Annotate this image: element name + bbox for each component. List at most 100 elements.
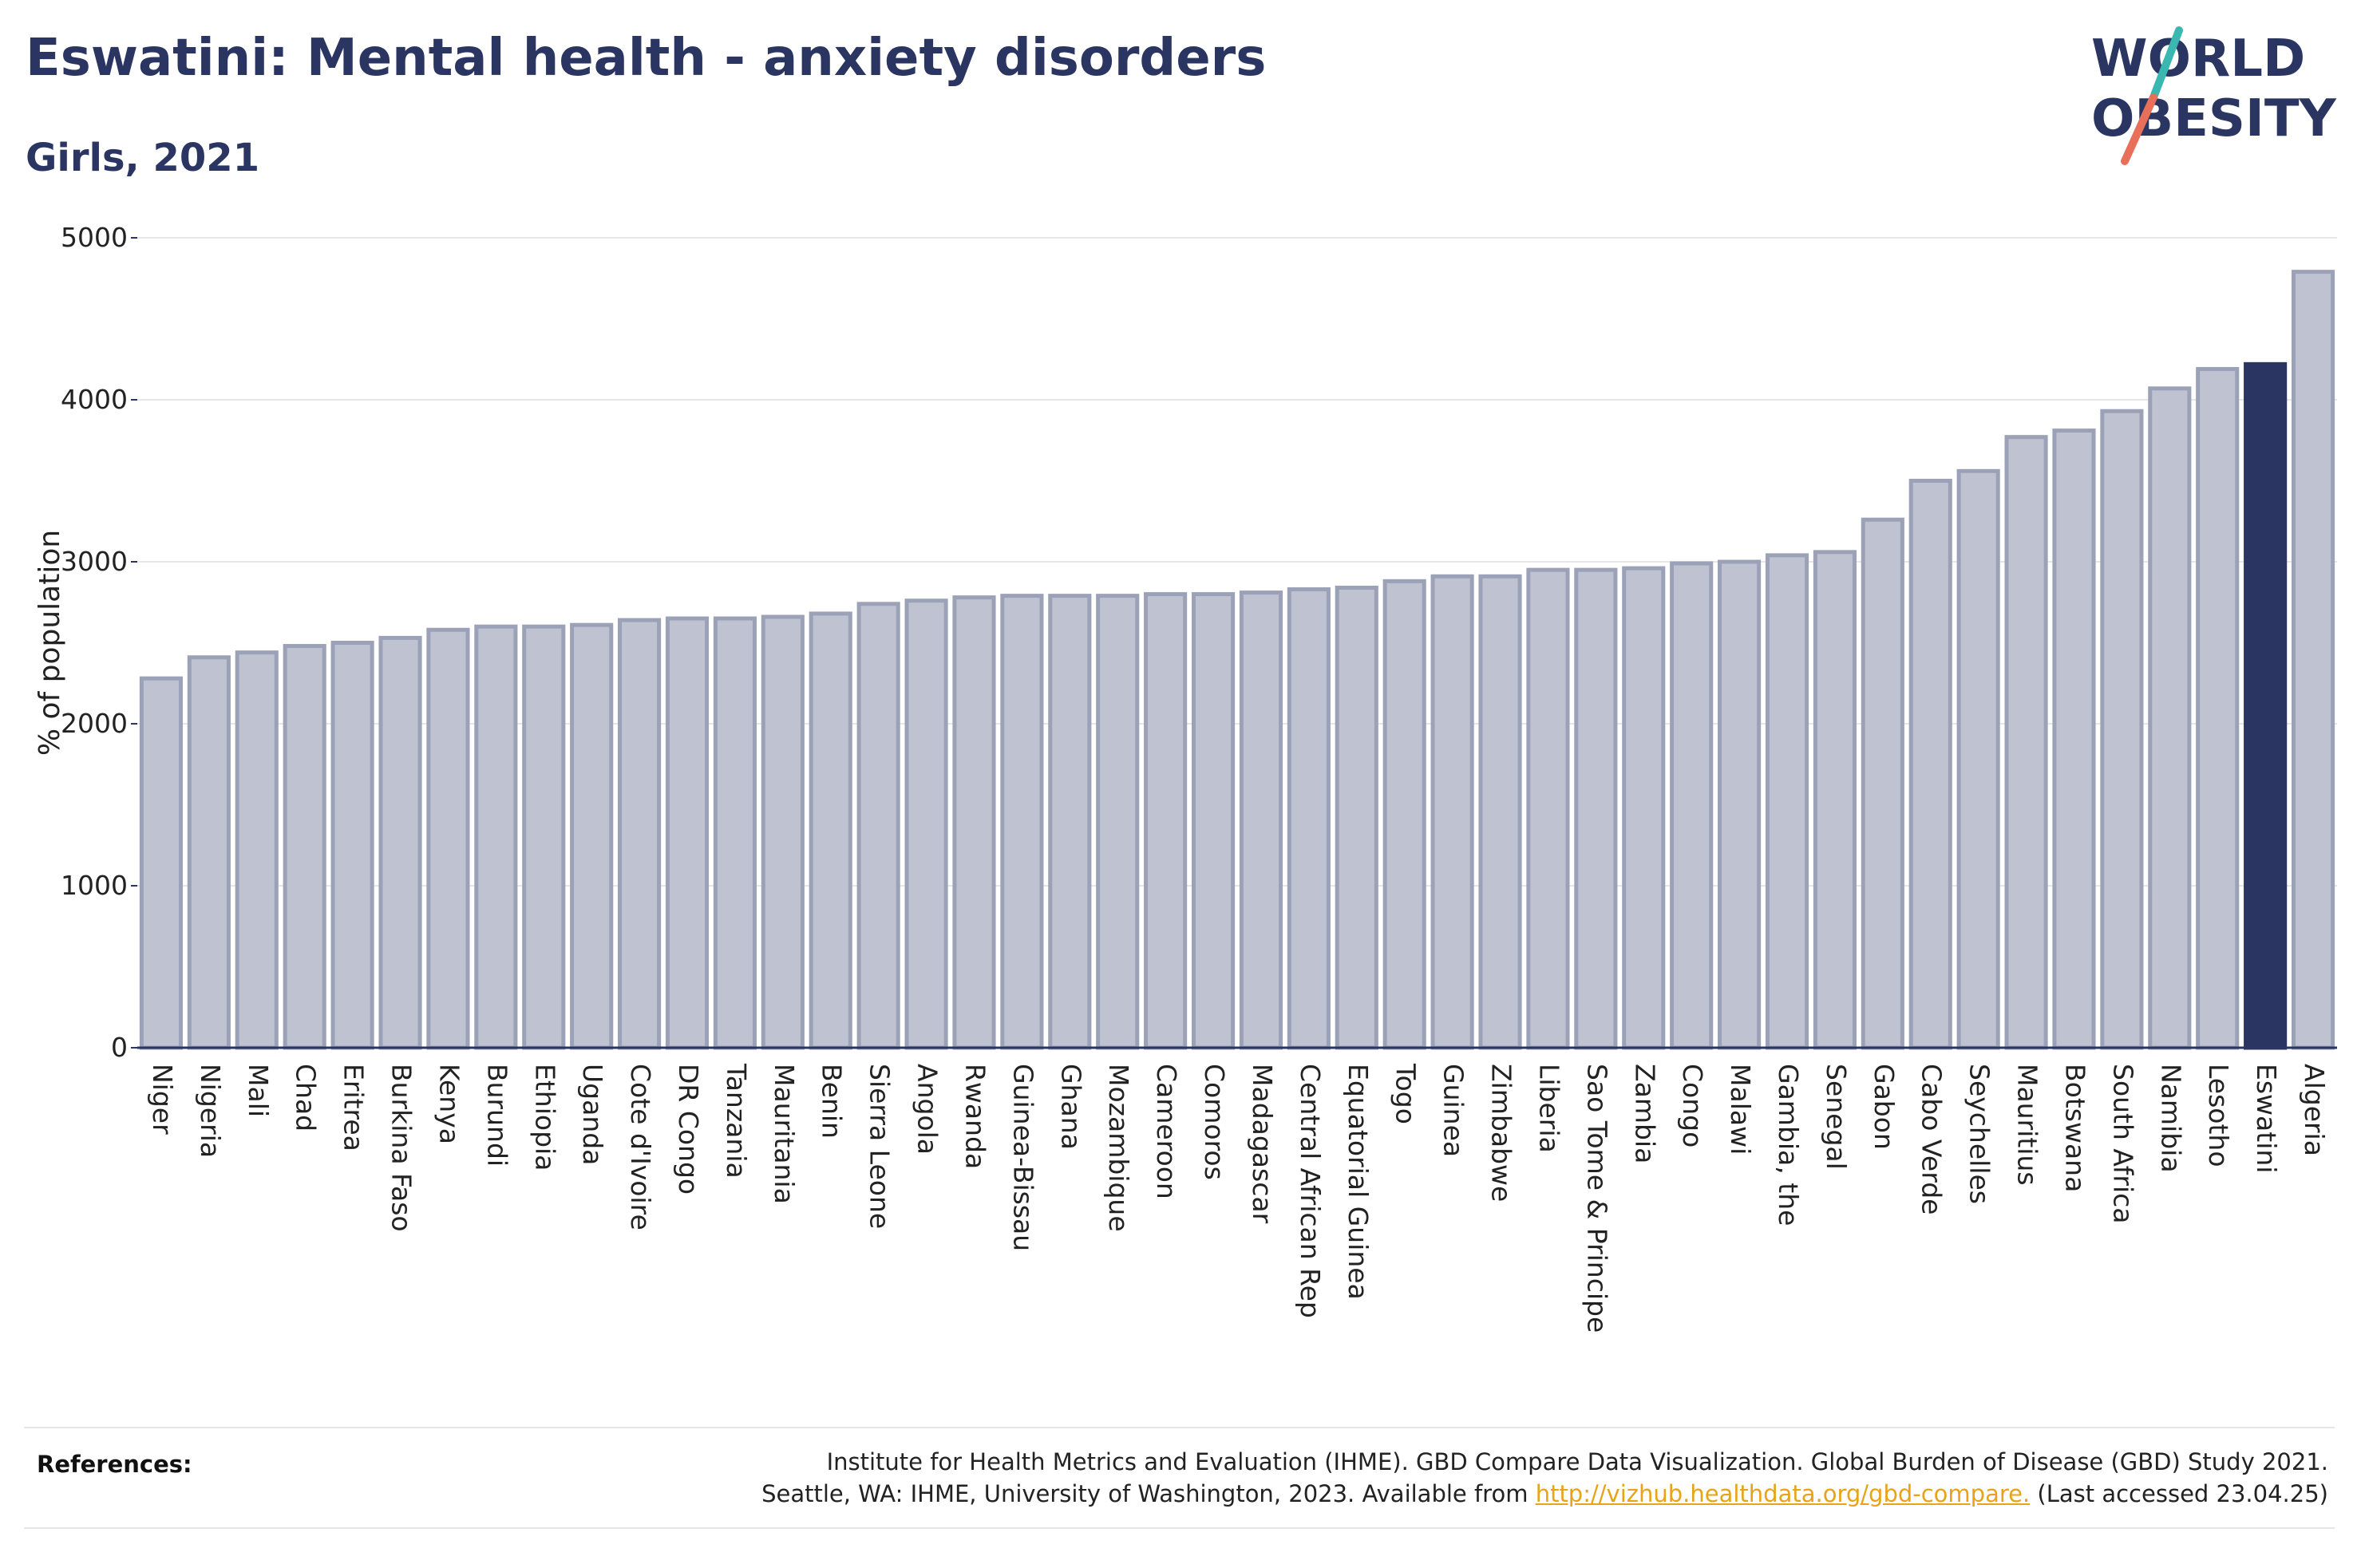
world-obesity-logo: WORLD OBESITY bbox=[2091, 26, 2336, 165]
x-tick-label-central-african-rep: Central African Rep bbox=[1295, 1064, 1326, 1318]
x-tick-label-nigeria: Nigeria bbox=[195, 1064, 226, 1158]
bar-sierra-leone bbox=[856, 602, 900, 1050]
x-tick-label-uganda: Uganda bbox=[577, 1064, 608, 1165]
bar-gambia-the bbox=[1765, 553, 1809, 1050]
x-tick-label-burkina-faso: Burkina Faso bbox=[386, 1064, 417, 1232]
bar-kenya bbox=[426, 627, 470, 1050]
bar-lesotho bbox=[2196, 366, 2240, 1050]
x-tick-label-zambia: Zambia bbox=[1629, 1064, 1660, 1163]
reference-line-1: Institute for Health Metrics and Evaluat… bbox=[826, 1448, 2328, 1475]
bar-tanzania bbox=[713, 616, 757, 1050]
reference-line-2-prefix: Seattle, WA: IHME, University of Washing… bbox=[761, 1480, 1536, 1507]
x-tick-label-seychelles: Seychelles bbox=[1964, 1064, 1995, 1204]
bar-botswana bbox=[2052, 429, 2096, 1050]
bar-uganda bbox=[570, 622, 614, 1050]
bar-nigeria bbox=[187, 655, 231, 1050]
chart-title: Eswatini: Mental health - anxiety disord… bbox=[26, 29, 1267, 88]
x-tick-label-comoros: Comoros bbox=[1199, 1064, 1230, 1180]
bar-seychelles bbox=[1956, 468, 2000, 1050]
x-tick-label-lesotho: Lesotho bbox=[2203, 1064, 2234, 1167]
x-tick-label-equatorial-guinea: Equatorial Guinea bbox=[1343, 1064, 1374, 1300]
bar-burkina-faso bbox=[378, 635, 422, 1050]
bar-chad bbox=[283, 644, 326, 1050]
x-tick-label-eswatini: Eswatini bbox=[2251, 1064, 2282, 1173]
bar-guinea-bissau bbox=[1000, 594, 1044, 1050]
x-tick-label-togo: Togo bbox=[1390, 1063, 1422, 1124]
x-tick-label-cameroon: Cameroon bbox=[1151, 1064, 1182, 1199]
y-tick-label-4000: 4000 bbox=[61, 384, 128, 415]
chart-subtitle: Girls, 2021 bbox=[26, 136, 260, 180]
y-axis-ticks: 0 1000 2000 3000 4000 5000 bbox=[61, 222, 137, 1063]
x-tick-label-mozambique: Mozambique bbox=[1103, 1064, 1134, 1232]
logo-slash-top bbox=[2149, 26, 2183, 101]
y-tick-label-5000: 5000 bbox=[61, 222, 128, 253]
x-tick-label-cabo-verde: Cabo Verde bbox=[1916, 1064, 1948, 1215]
y-tick-label-3000: 3000 bbox=[61, 546, 128, 577]
x-tick-label-mauritius: Mauritius bbox=[2012, 1064, 2043, 1186]
bar-malawi bbox=[1718, 559, 1762, 1050]
x-tick-label-congo: Congo bbox=[1677, 1064, 1708, 1147]
bars bbox=[139, 270, 2335, 1050]
x-tick-label-botswana: Botswana bbox=[2059, 1064, 2090, 1192]
bar-ethiopia bbox=[522, 624, 566, 1050]
bar-angola bbox=[904, 598, 948, 1050]
bar-liberia bbox=[1526, 567, 1570, 1050]
bar-cote-d-ivoire bbox=[618, 618, 662, 1050]
x-tick-label-rwanda: Rwanda bbox=[959, 1064, 991, 1169]
x-tick-label-ethiopia: Ethiopia bbox=[529, 1064, 560, 1171]
reference-line-2-suffix: (Last accessed 23.04.25) bbox=[2030, 1480, 2328, 1507]
x-tick-label-sierra-leone: Sierra Leone bbox=[864, 1064, 896, 1229]
ihme-vizhub-link[interactable]: http://vizhub.healthdata.org/gbd-compare… bbox=[1535, 1480, 2031, 1507]
logo-line-world: WORLD bbox=[2091, 30, 2305, 89]
x-tick-label-guinea-bissau: Guinea-Bissau bbox=[1007, 1064, 1038, 1251]
bar-cabo-verde bbox=[1908, 479, 1952, 1050]
bar-ghana bbox=[1048, 594, 1092, 1050]
x-tick-label-niger: Niger bbox=[147, 1064, 178, 1135]
bar-eswatini bbox=[2244, 361, 2288, 1050]
x-tick-label-dr-congo: DR Congo bbox=[673, 1064, 704, 1195]
bar-congo bbox=[1670, 561, 1714, 1050]
x-tick-label-burundi: Burundi bbox=[481, 1064, 512, 1167]
x-tick-label-angola: Angola bbox=[912, 1064, 943, 1155]
x-tick-label-namibia: Namibia bbox=[2155, 1064, 2186, 1173]
bar-madagascar bbox=[1239, 590, 1283, 1050]
x-tick-label-gambia-the: Gambia, the bbox=[1773, 1064, 1804, 1226]
bar-burundi bbox=[474, 624, 518, 1050]
x-tick-label-benin: Benin bbox=[817, 1064, 848, 1139]
bar-namibia bbox=[2148, 386, 2192, 1050]
x-tick-label-guinea: Guinea bbox=[1438, 1064, 1469, 1157]
bar-sao-tome-principe bbox=[1574, 567, 1618, 1050]
bar-mauritania bbox=[761, 614, 805, 1050]
bar-benin bbox=[809, 611, 852, 1050]
bar-central-african-rep bbox=[1287, 587, 1331, 1050]
bar-south-africa bbox=[2100, 409, 2144, 1050]
x-axis-ticks: Niger Nigeria Mali Chad Eritrea Burkina Faso K… bbox=[147, 1063, 2330, 1333]
x-tick-label-gabon: Gabon bbox=[1869, 1064, 1900, 1150]
x-tick-label-malawi: Malawi bbox=[1725, 1064, 1756, 1155]
bar-dr-congo bbox=[665, 616, 710, 1050]
x-tick-label-madagascar: Madagascar bbox=[1247, 1064, 1278, 1224]
bar-mozambique bbox=[1096, 594, 1140, 1050]
bar-niger bbox=[139, 676, 184, 1050]
references-text: Institute for Health Metrics and Evaluat… bbox=[492, 1446, 2328, 1510]
bar-equatorial-guinea bbox=[1335, 585, 1378, 1050]
bar-gabon bbox=[1861, 517, 1904, 1050]
x-tick-label-eritrea: Eritrea bbox=[338, 1064, 370, 1151]
bar-senegal bbox=[1813, 550, 1857, 1050]
x-tick-label-tanzania: Tanzania bbox=[721, 1063, 752, 1179]
x-tick-label-chad: Chad bbox=[291, 1064, 322, 1132]
bar-zimbabwe bbox=[1478, 574, 1522, 1050]
x-tick-label-mali: Mali bbox=[243, 1064, 274, 1117]
x-tick-label-sao-tome-principe: Sao Tome & Principe bbox=[1581, 1064, 1612, 1333]
x-tick-label-cote-d-ivoire: Cote d'Ivoire bbox=[625, 1064, 656, 1230]
references-panel: References: Institute for Health Metrics… bbox=[24, 1427, 2335, 1529]
y-tick-label-1000: 1000 bbox=[61, 870, 128, 901]
x-tick-label-liberia: Liberia bbox=[1533, 1064, 1564, 1153]
y-tick-label-0: 0 bbox=[111, 1032, 128, 1063]
bar-chart: 0 1000 2000 3000 4000 5000 Niger Nigeria Mali Ch… bbox=[34, 222, 2337, 1333]
x-tick-label-algeria: Algeria bbox=[2299, 1064, 2330, 1156]
x-tick-label-mauritania: Mauritania bbox=[769, 1064, 800, 1204]
bar-algeria bbox=[2291, 270, 2335, 1050]
reference-line-2: Seattle, WA: IHME, University of Washing… bbox=[492, 1478, 2328, 1510]
x-tick-label-ghana: Ghana bbox=[1055, 1064, 1086, 1150]
